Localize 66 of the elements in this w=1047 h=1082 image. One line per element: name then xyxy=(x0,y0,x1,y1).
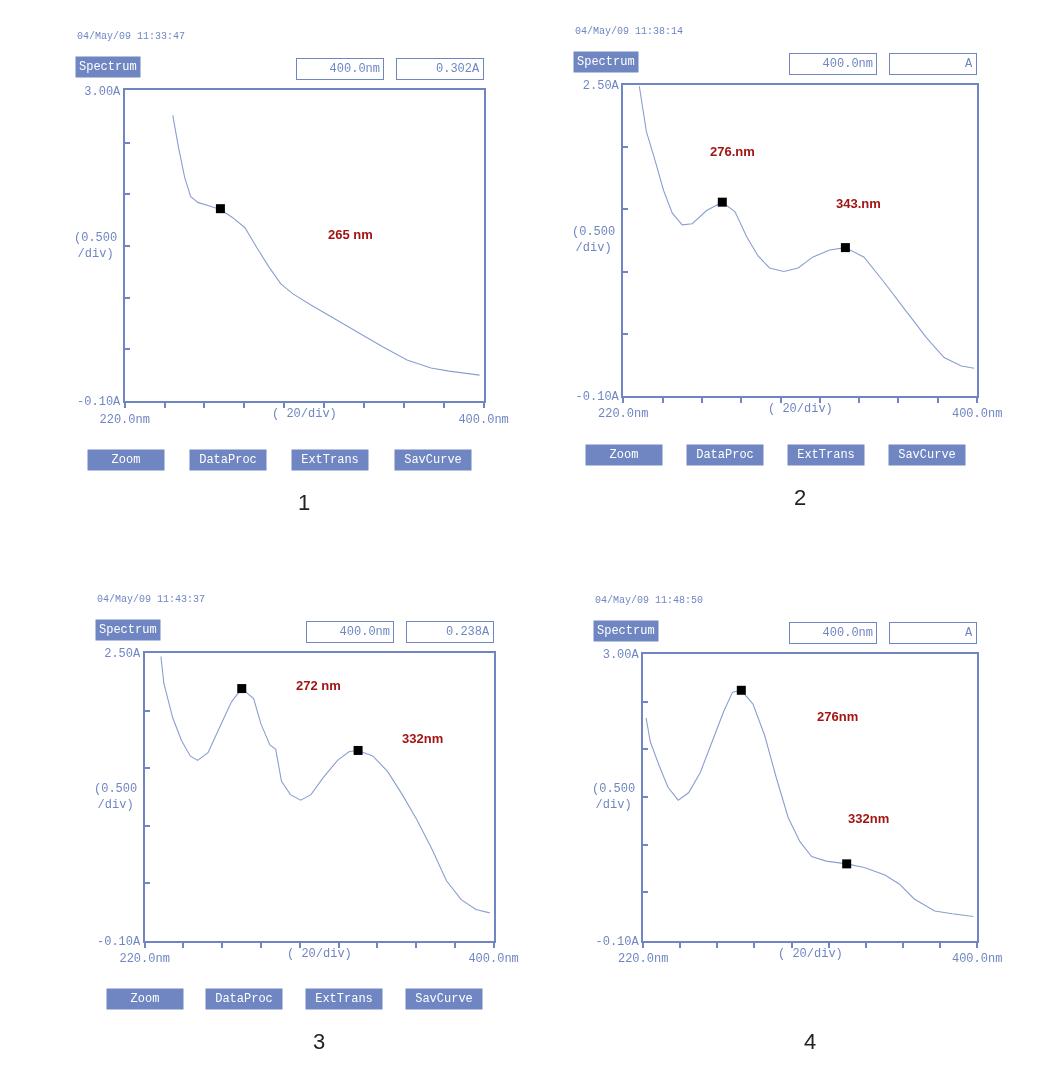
y-tick-label: 3.00A xyxy=(602,648,640,663)
y-tick-label: -0.10A xyxy=(97,934,142,949)
text: DataProc xyxy=(199,453,257,467)
text: ExtTrans xyxy=(315,992,373,1006)
text: 400.0nm xyxy=(329,62,380,76)
text: ExtTrans xyxy=(797,448,855,462)
annotation: 276.nm xyxy=(710,144,755,159)
text: Spectrum xyxy=(597,624,655,638)
text: 0.238A xyxy=(445,625,490,639)
text: Spectrum xyxy=(99,623,157,637)
text: 3 xyxy=(313,1029,326,1054)
line-series xyxy=(638,85,975,369)
y-tick-label: 2.50A xyxy=(104,647,142,662)
x-tick-label: 400.0nm xyxy=(951,407,1003,422)
text: SavCurve xyxy=(415,992,473,1006)
x-axis-title: ( 20/div) xyxy=(272,407,337,421)
y-axis-title: (0.500 /div) xyxy=(572,225,616,255)
text: SavCurve xyxy=(404,453,462,467)
text: Zoom xyxy=(111,453,141,467)
chart-title: 04/May/09 11:48:50 xyxy=(595,595,704,606)
chart-title: 04/May/09 11:33:47 xyxy=(77,31,186,42)
y-axis-title: (0.500 /div) xyxy=(592,782,636,812)
annotation: 332nm xyxy=(848,811,890,826)
text: 4 xyxy=(804,1029,817,1054)
y-axis-title: (0.500 /div) xyxy=(74,231,118,261)
x-axis-title: ( 20/div) xyxy=(768,402,833,416)
annotation: 343.nm xyxy=(836,196,881,211)
text: ExtTrans xyxy=(301,453,359,467)
x-tick-label: 220.0nm xyxy=(119,951,170,966)
text: DataProc xyxy=(696,448,754,462)
text: DataProc xyxy=(215,992,273,1006)
x-tick-label: 220.0nm xyxy=(597,407,649,422)
x-tick-label: 220.0nm xyxy=(617,951,669,966)
text: Spectrum xyxy=(79,60,137,74)
text: 400.0nm xyxy=(822,57,873,71)
chart-title: 04/May/09 11:43:37 xyxy=(97,594,206,605)
text: 400.0nm xyxy=(339,625,390,639)
y-axis-title: (0.500 /div) xyxy=(94,782,138,812)
x-tick-label: 220.0nm xyxy=(99,412,150,427)
y-tick-label: 2.50A xyxy=(582,79,620,94)
chart-title: 04/May/09 11:38:14 xyxy=(575,26,684,37)
annotation: 272 nm xyxy=(296,678,341,693)
text: SavCurve xyxy=(898,448,956,462)
x-tick-label: 400.0nm xyxy=(951,951,1003,966)
text: A xyxy=(965,626,973,640)
y-tick-label: -0.10A xyxy=(77,395,122,410)
y-tick-label: -0.10A xyxy=(595,934,640,949)
text: 400.0nm xyxy=(822,626,873,640)
y-tick-label: -0.10A xyxy=(575,390,620,405)
x-tick-label: 400.0nm xyxy=(458,412,509,427)
annotation: 265 nm xyxy=(328,227,373,242)
line-series xyxy=(160,655,491,914)
annotation: 332nm xyxy=(402,731,444,746)
x-tick-label: 400.0nm xyxy=(468,951,519,966)
text: Spectrum xyxy=(577,55,635,69)
x-axis-title: ( 20/div) xyxy=(778,947,843,961)
text: 2 xyxy=(794,485,807,510)
x-axis-title: ( 20/div) xyxy=(287,947,352,961)
text: Zoom xyxy=(609,448,639,462)
line-series xyxy=(172,114,481,376)
annotation: 276nm xyxy=(817,709,859,724)
text: 1 xyxy=(298,490,311,515)
y-tick-label: 3.00A xyxy=(84,84,122,99)
text: A xyxy=(965,57,973,71)
text: Zoom xyxy=(130,992,160,1006)
text: 0.302A xyxy=(435,62,480,76)
